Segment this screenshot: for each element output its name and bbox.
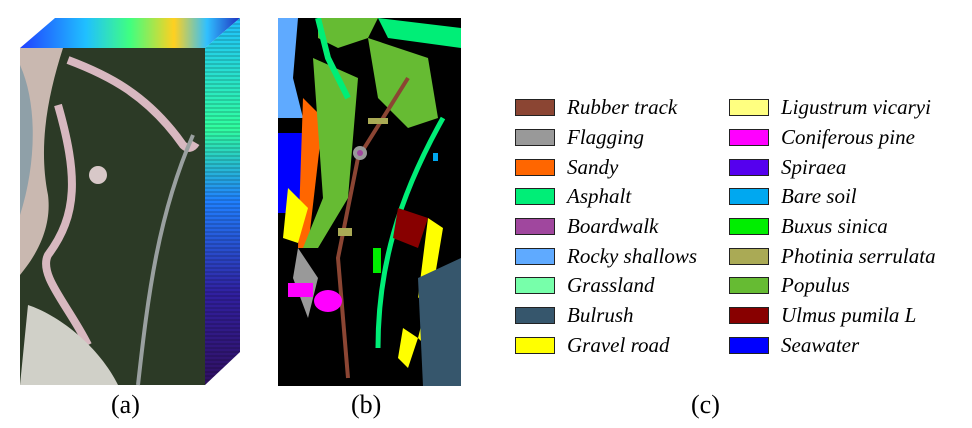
legend-label: Rocky shallows — [567, 243, 698, 268]
legend-label: Photinia serrulata — [781, 243, 936, 268]
caption-a: (a) — [111, 390, 140, 419]
legend-swatch — [515, 277, 555, 295]
legend-swatch — [515, 336, 555, 354]
legend-swatch — [729, 188, 769, 206]
legend-swatch — [515, 218, 555, 236]
legend-swatch — [515, 247, 555, 265]
legend-label: Sandy — [567, 154, 619, 179]
legend-swatch — [729, 129, 769, 147]
legend-swatch — [729, 247, 769, 265]
legend-item: Buxus sinica — [729, 212, 936, 242]
legend-label: Gravel road — [567, 332, 670, 357]
legend-item: Photinia serrulata — [729, 241, 936, 271]
legend-label: Asphalt — [567, 184, 632, 209]
legend-item: Asphalt — [515, 182, 697, 212]
legend-swatch — [515, 188, 555, 206]
legend-swatch — [515, 158, 555, 176]
legend-swatch — [515, 99, 555, 117]
legend-label: Populus — [781, 273, 850, 298]
legend-label: Boardwalk — [567, 214, 659, 239]
legend-label: Ligustrum vicaryi — [781, 95, 931, 120]
legend-item: Populus — [729, 271, 936, 301]
legend-item: Bare soil — [729, 182, 936, 212]
legend-item: Ulmus pumila L — [729, 301, 936, 331]
legend-item: Grassland — [515, 271, 697, 301]
legend-swatch — [729, 158, 769, 176]
legend-item: Flagging — [515, 123, 697, 153]
legend-item: Bulrush — [515, 301, 697, 331]
legend-item: Seawater — [729, 331, 936, 361]
legend-label: Coniferous pine — [781, 125, 915, 150]
legend-label: Bare soil — [781, 184, 857, 209]
caption-b: (b) — [351, 390, 382, 419]
legend-swatch — [515, 129, 555, 147]
legend-swatch — [515, 307, 555, 325]
legend-item: Sandy — [515, 152, 697, 182]
legend-column-left: Rubber track Flagging Sandy Asphalt Boardwal… — [515, 93, 697, 360]
legend-label: Bulrush — [567, 303, 634, 328]
ground-truth-map — [278, 18, 461, 386]
legend-swatch — [729, 99, 769, 117]
legend-item: Ligustrum vicaryi — [729, 93, 936, 123]
legend-label: Ulmus pumila L — [781, 303, 917, 328]
caption-c: (c) — [691, 390, 720, 419]
legend-label: Seawater — [781, 332, 860, 357]
legend-item: Rubber track — [515, 93, 697, 123]
legend-label: Flagging — [567, 125, 644, 150]
legend-swatch — [729, 218, 769, 236]
legend-item: Rocky shallows — [515, 241, 697, 271]
legend-item: Gravel road — [515, 331, 697, 361]
legend-swatch — [729, 307, 769, 325]
legend-swatch — [729, 277, 769, 295]
legend-label: Grassland — [567, 273, 655, 298]
hyperspectral-cube-image — [20, 18, 240, 386]
legend-label: Rubber track — [567, 95, 678, 120]
legend-item: Spiraea — [729, 152, 936, 182]
legend-label: Buxus sinica — [781, 214, 888, 239]
legend-label: Spiraea — [781, 154, 847, 179]
legend-column-right: Ligustrum vicaryi Coniferous pine Spiraea B… — [729, 93, 936, 360]
legend-swatch — [729, 336, 769, 354]
legend-item: Boardwalk — [515, 212, 697, 242]
legend-item: Coniferous pine — [729, 123, 936, 153]
